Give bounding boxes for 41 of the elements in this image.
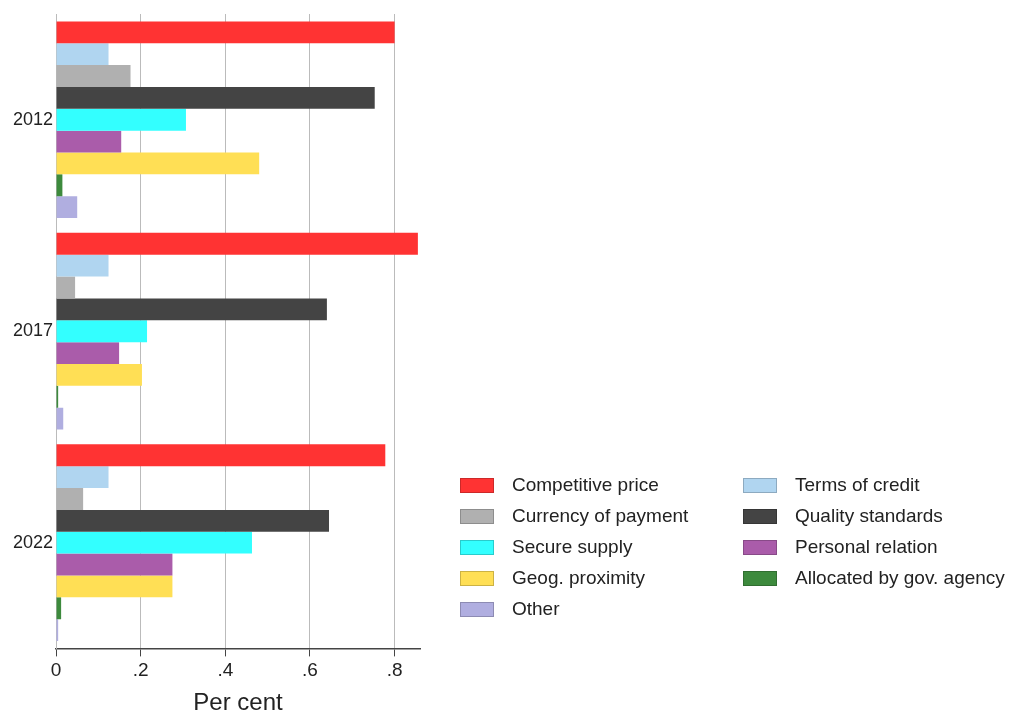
y-tick-label: 2017: [13, 320, 54, 341]
bar: [56, 509, 330, 532]
bar: [56, 407, 64, 430]
legend-label: Quality standards: [795, 505, 943, 527]
x-tick-label: 0: [50, 659, 62, 681]
x-axis-title: Per cent: [193, 688, 284, 716]
bar: [56, 575, 173, 598]
bar: [56, 553, 173, 576]
legend-label: Allocated by gov. agency: [795, 567, 1005, 589]
bar: [56, 130, 122, 153]
bar: [56, 444, 386, 467]
bar: [56, 86, 375, 109]
bar: [56, 363, 142, 386]
bar: [56, 342, 120, 364]
bar: [56, 232, 418, 255]
bar: [56, 254, 109, 277]
bar: [56, 65, 131, 87]
bar: [56, 531, 252, 554]
bar: [56, 320, 148, 343]
x-tick-label: .2: [132, 659, 149, 681]
bar: [56, 466, 109, 489]
bar: [56, 108, 186, 131]
legend-label: Personal relation: [795, 536, 938, 558]
bar: [56, 196, 78, 219]
legend-label: Competitive price: [512, 474, 659, 496]
x-tick-label: .8: [386, 659, 403, 681]
legend-label: Geog. proximity: [512, 567, 646, 589]
bar: [56, 43, 109, 66]
x-tick-label: .4: [217, 659, 234, 681]
x-tick-label: .6: [302, 659, 318, 681]
bar: [56, 276, 76, 299]
legend-label: Terms of credit: [795, 474, 920, 496]
bar: [56, 21, 395, 44]
bar: [56, 298, 327, 321]
legend-label: Currency of payment: [512, 505, 689, 527]
legend-label: Other: [512, 598, 560, 620]
bar: [56, 488, 84, 510]
bar: [56, 152, 260, 175]
y-tick-label: 2012: [13, 108, 54, 129]
legend-label: Secure supply: [512, 536, 633, 558]
y-tick-label: 2022: [13, 531, 54, 552]
